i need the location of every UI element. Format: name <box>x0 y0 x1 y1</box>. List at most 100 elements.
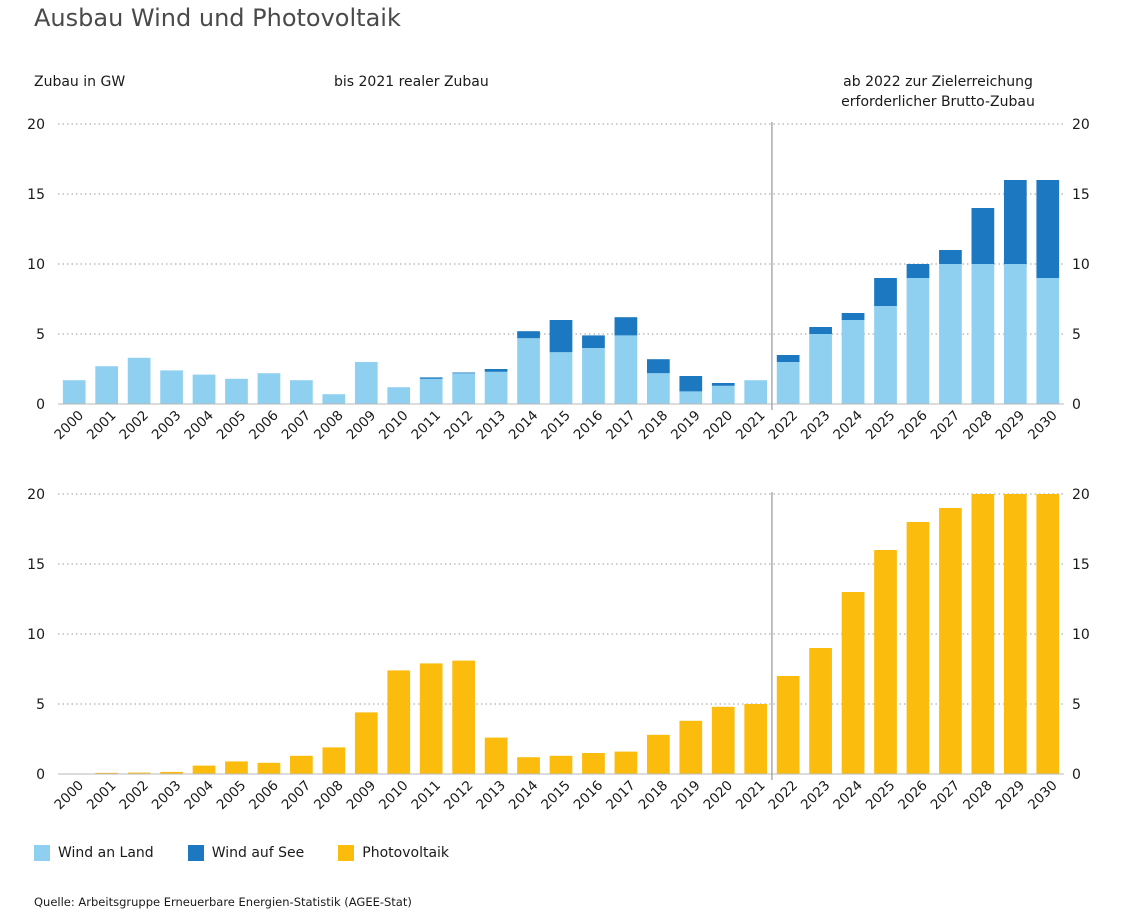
x-tick-label: 2003 <box>149 408 185 444</box>
legend-item-photovoltaik: Photovoltaik <box>338 845 449 861</box>
bar-photovoltaik <box>971 494 995 774</box>
x-tick-label: 2012 <box>441 408 477 444</box>
source-note: Quelle: Arbeitsgruppe Erneuerbare Energi… <box>34 895 412 909</box>
x-tick-label: 2030 <box>1025 408 1061 444</box>
bar-photovoltaik <box>387 670 411 774</box>
x-tick-label: 2000 <box>51 778 87 814</box>
bar-wind-auf-see <box>939 250 962 264</box>
bar-photovoltaik <box>614 751 638 774</box>
x-tick-label: 2007 <box>279 408 315 444</box>
bar-wind-an-land <box>290 380 313 404</box>
x-tick-label: 2022 <box>765 778 801 814</box>
x-tick-label: 2009 <box>344 408 380 444</box>
bar-photovoltaik <box>517 757 540 774</box>
y-tick-label-left: 5 <box>36 327 45 343</box>
x-tick-label: 2010 <box>376 408 412 444</box>
bar-photovoltaik <box>95 772 119 774</box>
x-tick-label: 2023 <box>798 778 834 814</box>
x-tick-label: 2016 <box>571 408 607 444</box>
x-tick-label: 2006 <box>246 778 282 814</box>
x-tick-label: 2029 <box>993 778 1029 814</box>
bar-photovoltaik <box>160 771 183 774</box>
bar-wind-an-land <box>646 373 670 404</box>
bar-wind-an-land <box>1036 278 1060 404</box>
bar-wind-an-land <box>354 362 378 404</box>
bar-photovoltaik <box>257 762 281 774</box>
bar-photovoltaik <box>776 676 800 774</box>
x-tick-label: 2022 <box>765 408 801 444</box>
x-tick-label: 2019 <box>668 778 704 814</box>
x-tick-label: 2005 <box>214 408 250 444</box>
bar-wind-auf-see <box>906 264 930 278</box>
bar-wind-an-land <box>62 380 86 404</box>
bar-photovoltaik <box>290 755 313 774</box>
bar-wind-auf-see <box>419 377 443 379</box>
bar-wind-an-land <box>582 348 605 404</box>
x-tick-label: 2021 <box>733 408 769 444</box>
x-tick-label: 2011 <box>408 408 444 444</box>
x-tick-label: 2029 <box>993 408 1029 444</box>
bar-wind-an-land <box>841 320 865 404</box>
y-tick-label-left: 10 <box>27 257 45 273</box>
x-tick-label: 2001 <box>84 778 120 814</box>
bar-photovoltaik <box>582 753 605 774</box>
bar-wind-auf-see <box>484 369 508 372</box>
legend-label-photovoltaik: Photovoltaik <box>362 845 450 861</box>
legend-swatch-wind-sea <box>187 845 204 861</box>
bar-wind-an-land <box>971 264 995 404</box>
bar-wind-auf-see <box>809 327 832 334</box>
bar-wind-an-land <box>1003 264 1027 404</box>
legend-label-wind-sea: Wind auf See <box>211 845 305 861</box>
bar-wind-an-land <box>127 357 151 404</box>
bar-wind-auf-see <box>549 320 573 353</box>
y-tick-label-left: 20 <box>27 117 45 133</box>
bar-wind-auf-see <box>679 376 703 392</box>
x-tick-label: 2017 <box>603 408 639 444</box>
bar-photovoltaik <box>841 592 865 774</box>
x-tick-label: 2017 <box>603 778 639 814</box>
bar-photovoltaik <box>354 712 378 774</box>
x-tick-label: 2012 <box>441 778 477 814</box>
bar-photovoltaik <box>874 550 897 774</box>
x-tick-label: 2018 <box>636 408 672 444</box>
bar-photovoltaik <box>322 747 346 774</box>
bar-photovoltaik <box>809 648 832 774</box>
x-tick-label: 2004 <box>181 408 217 444</box>
target-note-line1: ab 2022 zur Zielerreichung <box>843 74 1033 90</box>
x-tick-label: 2026 <box>895 778 931 814</box>
bar-wind-auf-see <box>841 313 865 320</box>
bar-wind-auf-see <box>971 208 995 264</box>
y-tick-label-right: 0 <box>1072 767 1081 783</box>
y-tick-label-right: 5 <box>1072 327 1081 343</box>
bar-photovoltaik <box>906 522 930 774</box>
bar-wind-auf-see <box>646 359 670 374</box>
bar-photovoltaik <box>192 765 216 774</box>
legend-label-wind-land: Wind an Land <box>58 845 154 861</box>
x-tick-label: 2009 <box>344 778 380 814</box>
x-tick-label: 2020 <box>700 778 736 814</box>
bar-photovoltaik <box>711 706 735 774</box>
bar-wind-an-land <box>614 335 638 404</box>
x-tick-label: 2025 <box>863 778 899 814</box>
bar-wind-auf-see <box>582 335 605 348</box>
x-tick-label: 2003 <box>149 778 185 814</box>
x-tick-label: 2028 <box>960 778 996 814</box>
y-tick-label-left: 20 <box>27 487 45 503</box>
x-tick-label: 2025 <box>863 408 899 444</box>
bar-wind-auf-see <box>776 355 800 362</box>
x-tick-label: 2008 <box>311 408 347 444</box>
bar-wind-an-land <box>744 380 768 404</box>
y-tick-label-right: 20 <box>1072 487 1090 503</box>
x-tick-label: 2021 <box>733 778 769 814</box>
bar-photovoltaik <box>1003 494 1027 774</box>
historic-note: bis 2021 realer Zubau <box>334 74 489 90</box>
y-tick-label-right: 10 <box>1072 627 1090 643</box>
bar-wind-an-land <box>776 362 800 404</box>
bar-wind-an-land <box>549 352 573 404</box>
y-tick-label-right: 5 <box>1072 697 1081 713</box>
bar-photovoltaik <box>646 734 670 774</box>
bar-photovoltaik <box>549 755 573 774</box>
bar-wind-an-land <box>874 306 897 404</box>
x-tick-label: 2014 <box>506 778 542 814</box>
